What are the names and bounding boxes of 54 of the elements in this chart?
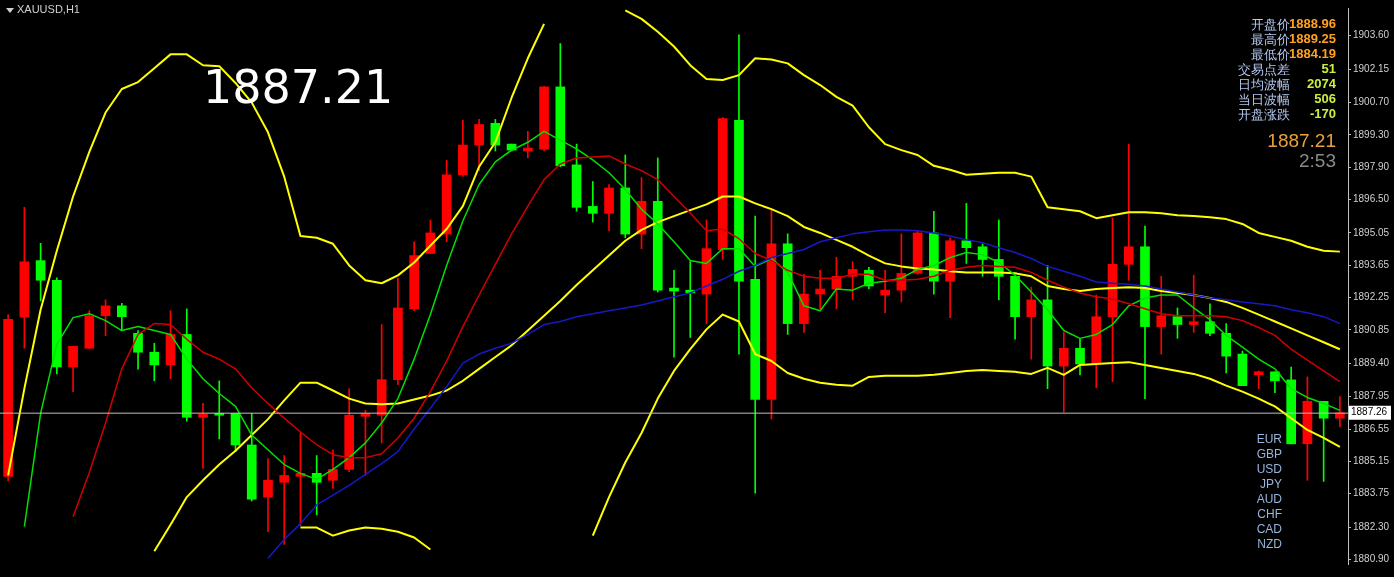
y-tick-label: 1892.25 (1353, 291, 1390, 303)
annotation: -170 (1309, 106, 1336, 121)
annotation: 2:53 (1299, 150, 1336, 172)
annotation: 506 (1314, 91, 1336, 106)
y-tick-label: 1880.90 (1353, 553, 1390, 565)
annotation: 2074 (1307, 76, 1336, 91)
candlestick (263, 458, 273, 533)
annotation: 1888.96 (1289, 16, 1336, 31)
annotation: NZD (1257, 537, 1282, 551)
y-tick-label: 1895.05 (1353, 226, 1390, 238)
y-tick-label: 1897.90 (1353, 160, 1390, 172)
annotation: EUR (1256, 432, 1282, 446)
chart-title: XAUUSD,H1 (17, 3, 80, 15)
annotation: GBP (1256, 447, 1282, 461)
candlestick (279, 455, 290, 545)
annotation: JPY (1259, 477, 1282, 491)
annotation: 1884.19 (1289, 46, 1336, 61)
y-tick-label: 1886.55 (1353, 422, 1390, 434)
y-tick-label: 1889.40 (1353, 357, 1390, 369)
annotation: 最高价 (1251, 31, 1290, 48)
annotation: 开盘价 (1251, 16, 1290, 33)
candlestick (880, 269, 890, 314)
y-tick-label: 1899.30 (1353, 128, 1390, 140)
annotation: 日均波幅 (1238, 76, 1290, 93)
y-tick-label: 1903.60 (1353, 29, 1390, 41)
candlestick (198, 403, 208, 469)
annotation: 交易点差 (1238, 61, 1290, 78)
y-tick-label: 1883.75 (1353, 487, 1390, 499)
candlestick (1156, 275, 1167, 355)
y-tick-label: 1890.85 (1353, 323, 1390, 335)
annotation: 1889.25 (1289, 31, 1336, 46)
y-tick-label: 1882.30 (1353, 520, 1390, 532)
candlestick (1253, 370, 1264, 389)
ref-line-label: 1887.26 (1351, 406, 1388, 418)
annotation: CHF (1257, 507, 1282, 521)
annotation: 当日波幅 (1238, 91, 1290, 108)
y-tick-label: 1885.15 (1353, 455, 1390, 467)
y-tick-label: 1893.65 (1353, 258, 1390, 270)
annotation: USD (1256, 462, 1282, 476)
y-tick-label: 1902.15 (1353, 62, 1390, 74)
candlestick (587, 181, 598, 223)
candlestick (1188, 274, 1199, 333)
candlestick (815, 269, 825, 310)
annotation: 最低价 (1251, 46, 1290, 63)
annotation: 开盘涨跌 (1238, 106, 1290, 124)
annotation: CAD (1256, 522, 1282, 536)
y-tick-label: 1900.70 (1353, 96, 1390, 108)
candlestick (1123, 143, 1134, 281)
annotation: 1887.21 (1267, 130, 1336, 152)
y-tick-label: 1887.95 (1353, 390, 1390, 402)
y-tick-label: 1896.50 (1353, 193, 1390, 205)
annotation: 51 (1321, 61, 1336, 76)
candlestick (1058, 332, 1069, 413)
annotation: AUD (1256, 492, 1282, 506)
